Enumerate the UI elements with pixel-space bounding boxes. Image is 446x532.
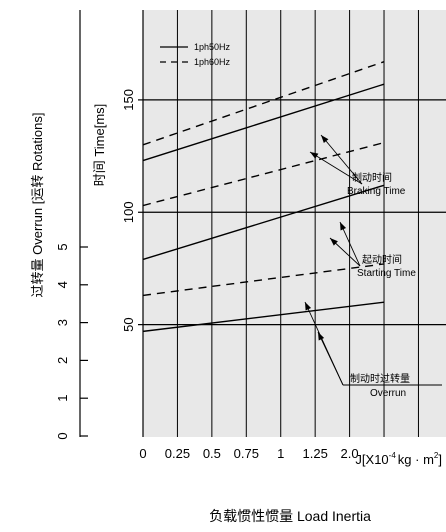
time-tick-label-150: 150 [121, 89, 136, 111]
x-axis-ticks: 0 0.25 0.5 0.75 1 1.25 2.0 [139, 446, 358, 461]
braking-leader-line-1 [320, 134, 363, 185]
overrun-tick-label-5: 5 [55, 243, 70, 250]
x-tick-label-4: 1 [277, 446, 284, 461]
series-group [142, 61, 385, 333]
overrun-tick-label-3: 3 [55, 319, 70, 326]
overrun-tick-label-1: 1 [55, 395, 70, 402]
starting-leader-arrow-0 [330, 238, 338, 246]
series-overrun-50hz [142, 301, 385, 333]
legend: 1ph50Hz 1ph60Hz [160, 42, 231, 67]
time-axis-title: 时间 Time[ms] [92, 104, 107, 187]
overrun-axis: 0 1 2 3 4 5 [55, 10, 88, 440]
overrun-leader-arrow-1 [305, 302, 312, 311]
legend-label-50hz: 1ph50Hz [194, 42, 231, 52]
starting-leader-line-1 [339, 221, 361, 267]
overrun-label-en: Overrun [370, 388, 406, 399]
chart-caption: 负载惯性惯量 Load Inertia [209, 508, 371, 524]
time-axis: 50 100 150 [121, 10, 144, 437]
legend-label-60hz: 1ph60Hz [194, 57, 231, 67]
starting-leader-arrow-1 [340, 222, 347, 231]
overrun-tick-label-4: 4 [55, 281, 70, 288]
annotations: 制动时间 Braking Time 起动时间 Starting Time 制动时… [304, 134, 442, 399]
x-tick-label-1: 0.25 [165, 446, 190, 461]
braking-leader-arrow-1 [321, 135, 329, 144]
series-braking-60hz [142, 61, 385, 146]
overrun-leader-line-1 [304, 301, 344, 386]
overrun-tick-label-0: 0 [55, 432, 70, 439]
braking-leader-line-0 [309, 151, 363, 185]
braking-label-cn: 制动时间 [352, 171, 392, 184]
overrun-tick-label-2: 2 [55, 357, 70, 364]
x-axis-title: J[X10-4 kg · m2] [355, 451, 442, 467]
overrun-axis-title: 过转量 Overrun [运转 Rotations] [30, 113, 45, 298]
x-tick-label-2: 0.5 [203, 446, 221, 461]
starting-label-en: Starting Time [357, 268, 416, 279]
series-braking-50hz [142, 83, 385, 162]
overrun-label-cn: 制动时过转量 [350, 372, 410, 385]
starting-label-cn: 起动时间 [362, 253, 402, 266]
gridlines [142, 10, 446, 437]
time-tick-label-50: 50 [121, 317, 136, 331]
plot-area [143, 10, 446, 437]
x-tick-label-3: 0.75 [234, 446, 259, 461]
braking-label-en: Braking Time [347, 186, 406, 197]
x-tick-label-5: 1.25 [303, 446, 328, 461]
x-tick-label-6: 2.0 [341, 446, 359, 461]
x-tick-label-0: 0 [139, 446, 146, 461]
time-tick-label-100: 100 [121, 201, 136, 223]
series-overrun-60hz [142, 263, 385, 297]
braking-leader-arrow-0 [310, 152, 319, 159]
series-starting-50hz [142, 184, 385, 261]
